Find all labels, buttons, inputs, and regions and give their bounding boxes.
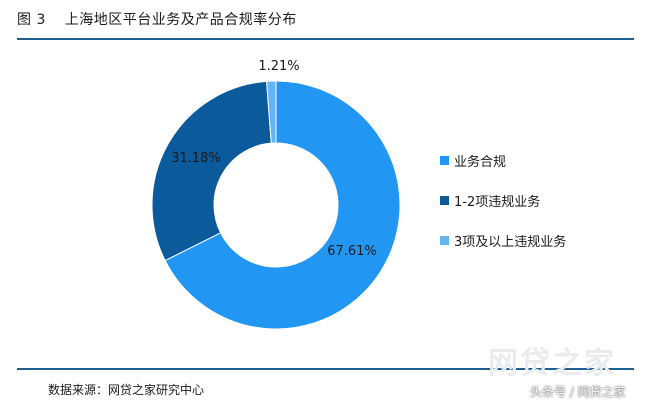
figure-label: 图 3 — [17, 12, 46, 28]
figure-title: 上海地区平台业务及产品合规率分布 — [64, 12, 297, 28]
legend-label: 1-2项违规业务 — [454, 194, 541, 210]
data-label-3plus-violations: 1.21% — [258, 59, 299, 74]
donut-slice-3plus-violations — [266, 80, 277, 144]
watermark-logo: 网贷之家 — [488, 346, 616, 381]
legend-swatch — [440, 155, 449, 165]
donut-slice-1-2-violations — [151, 80, 272, 262]
top-rule — [17, 38, 634, 40]
credit-text: 头条号 / 网贷之家 — [530, 385, 626, 399]
legend-label: 业务合规 — [454, 154, 507, 170]
legend-label: 3项及以上违规业务 — [454, 234, 567, 250]
bottom-rule — [17, 368, 634, 370]
chart-legend: 业务合规 1-2项违规业务 3项及以上违规业务 — [440, 150, 566, 270]
legend-swatch — [440, 235, 449, 245]
legend-swatch — [440, 195, 449, 205]
legend-item-3plus-violations: 3项及以上违规业务 — [440, 230, 566, 250]
legend-item-1-2-violations: 1-2项违规业务 — [440, 190, 566, 210]
legend-item-compliant: 业务合规 — [440, 150, 566, 170]
data-label-compliant: 67.61% — [327, 244, 377, 259]
figure-header: 图 3 上海地区平台业务及产品合规率分布 — [17, 9, 297, 29]
donut-slice-compliant — [164, 80, 401, 330]
source-note: 数据来源：网贷之家研究中心 — [48, 383, 205, 397]
data-label-1-2-violations: 31.18% — [171, 151, 221, 166]
